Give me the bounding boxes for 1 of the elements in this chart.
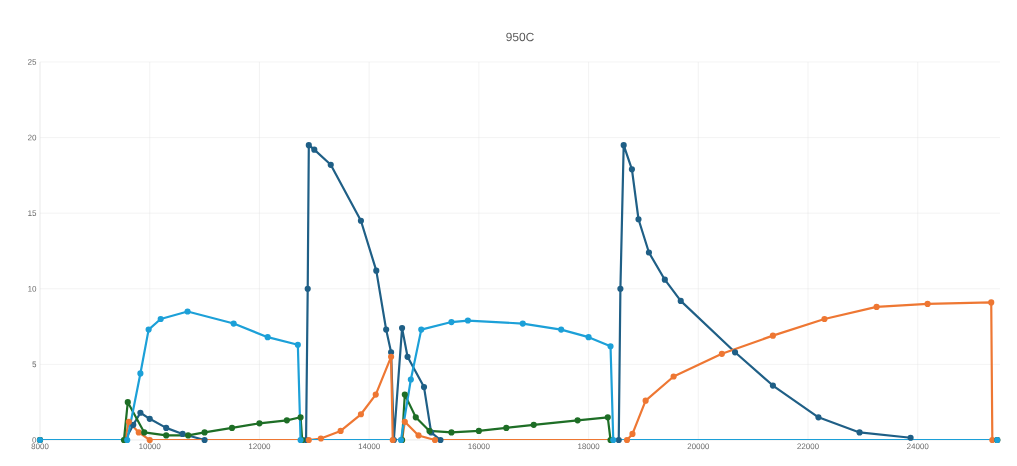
chart-title: 950C	[506, 32, 534, 42]
